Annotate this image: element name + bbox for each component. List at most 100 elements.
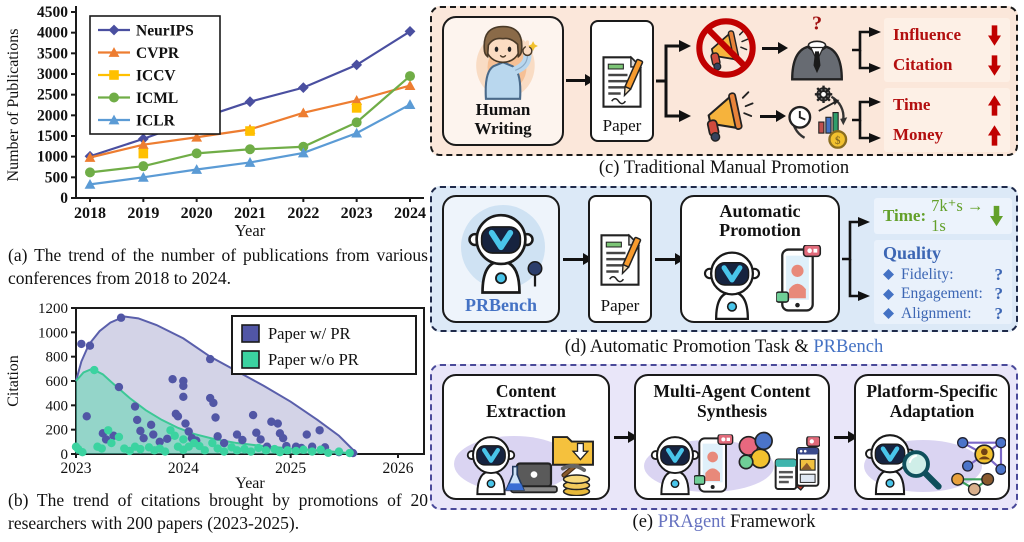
prbench-box: PRBench	[442, 195, 560, 323]
quality-value: ?	[994, 264, 1004, 284]
outcome-label: Money	[893, 125, 944, 144]
svg-text:2023: 2023	[61, 460, 92, 477]
caption-e-suffix: Framework	[725, 512, 816, 532]
svg-text:2500: 2500	[37, 87, 68, 104]
outcome-label: Citation	[893, 55, 953, 74]
prbench-label: PRBench	[465, 295, 537, 315]
stage-platform-adaptation: Platform-Specific Adaptation	[854, 374, 1010, 500]
mining-coins-icon	[558, 464, 592, 496]
svg-text:CVPR: CVPR	[136, 45, 180, 62]
up-arrow-icon	[988, 95, 1001, 116]
svg-text:2019: 2019	[127, 205, 159, 222]
diamond-bullet-icon	[883, 308, 894, 320]
outcome-row: Money	[884, 125, 1010, 146]
svg-text:400: 400	[46, 398, 69, 414]
svg-text:800: 800	[46, 350, 69, 366]
arrow-human-to-paper	[566, 73, 595, 86]
megaphone-icon	[698, 88, 754, 144]
svg-text:Number of Publications: Number of Publications	[5, 29, 22, 182]
down-arrow-icon	[988, 55, 1001, 76]
diamond-bullet-icon	[883, 288, 894, 300]
quality-value: ?	[994, 303, 1004, 323]
caption-c: (c) Traditional Manual Promotion	[598, 158, 850, 178]
quality-box: Quality Fidelity: ? Engagement: ? Alignm…	[874, 240, 1012, 324]
arrow-stage1-to-stage2	[614, 430, 638, 443]
svg-text:1500: 1500	[37, 128, 68, 145]
caption-a: (a) The trend of the number of publicati…	[8, 245, 428, 289]
arrow-stage2-to-stage3	[834, 430, 858, 443]
split-connector-outcomes-1	[852, 27, 881, 73]
svg-text:3500: 3500	[37, 45, 68, 62]
up-arrow-icon	[988, 125, 1001, 146]
split-connector-results	[842, 217, 870, 301]
svg-text:0: 0	[60, 190, 68, 207]
phone-content-icon	[694, 434, 734, 496]
panel-traditional-manual-promotion: Human Writing Paper Influence Citation	[430, 6, 1018, 156]
svg-text:2026: 2026	[383, 460, 414, 477]
svg-text:ICML: ICML	[136, 90, 178, 107]
down-arrow-icon	[988, 25, 1001, 46]
svg-text:NeurIPS: NeurIPS	[136, 23, 194, 40]
paper-label-c: Paper	[602, 116, 642, 135]
human-writer-icon	[463, 20, 543, 101]
svg-text:2018: 2018	[74, 205, 106, 222]
time-value: 7k⁺s → 1s	[931, 196, 984, 235]
caption-d-link: PRBench	[813, 337, 884, 357]
svg-text:Citation: Citation	[5, 355, 22, 407]
caption-d-text: (d) Automatic Promotion Task &	[564, 337, 814, 357]
automatic-promotion-box: Automatic Promotion	[680, 195, 840, 323]
magnifier-icon	[900, 448, 942, 490]
caption-e: (e) PRAgent Framework	[430, 512, 1018, 533]
quality-row: Fidelity: ?	[883, 265, 1003, 285]
panel-pragent-framework: Content Extraction Multi-Agent Content S…	[430, 364, 1018, 510]
svg-text:1000: 1000	[38, 325, 68, 341]
svg-text:200: 200	[46, 423, 69, 439]
arrow-paper-to-promotion	[655, 252, 685, 265]
split-connector-paper	[656, 40, 691, 122]
publications-line-chart: 0 500 1000 1500 2000 2500 3000 3500 4000 4500 2018…	[5, 4, 426, 240]
no-promotion-icon	[694, 16, 758, 80]
outcome-group-cost: Time Money	[884, 88, 1010, 152]
paper-label-d: Paper	[600, 296, 640, 315]
quality-label: Alignment:	[901, 304, 972, 322]
svg-text:2000: 2000	[37, 107, 68, 124]
stage-multi-agent-synthesis: Multi-Agent Content Synthesis	[634, 374, 830, 500]
outcome-row: Influence	[884, 25, 1010, 46]
svg-text:2020: 2020	[181, 205, 213, 222]
outcome-row: Time	[884, 95, 1010, 116]
svg-text:2024: 2024	[168, 460, 199, 477]
human-writing-box: Human Writing	[442, 16, 564, 146]
flask-icon	[504, 464, 526, 494]
stage-title: Platform-Specific Adaptation	[866, 381, 998, 421]
outcome-row: Citation	[884, 55, 1010, 76]
stage-content-extraction: Content Extraction	[442, 374, 610, 500]
caption-e-prefix: (e)	[632, 512, 658, 532]
svg-text:ICCV: ICCV	[136, 68, 176, 85]
automatic-promotion-label: Automatic Promotion	[719, 201, 801, 241]
caption-b: (b) The trend of citations brought by pr…	[8, 490, 428, 534]
svg-text:Year: Year	[235, 475, 265, 488]
anonymous-person-icon	[786, 14, 848, 81]
quality-label: Engagement:	[901, 285, 983, 303]
caption-d: (d) Automatic Promotion Task & PRBench	[430, 337, 1018, 358]
svg-text:500: 500	[45, 169, 69, 186]
svg-text:2025: 2025	[275, 460, 306, 477]
svg-text:1000: 1000	[37, 149, 68, 166]
folder-download-icon	[550, 428, 596, 468]
svg-text:2023: 2023	[341, 205, 373, 222]
svg-text:4500: 4500	[37, 4, 68, 21]
time-label: Time:	[883, 206, 927, 225]
social-phone-icon	[776, 245, 822, 315]
quality-label: Fidelity:	[901, 265, 954, 283]
svg-text:4000: 4000	[37, 25, 68, 42]
audience-network-icon	[946, 436, 1006, 496]
svg-text:2021: 2021	[234, 205, 266, 222]
outcome-group-influence: Influence Citation	[884, 18, 1010, 82]
paper-pen-icon	[598, 54, 646, 110]
quality-row: Engagement: ?	[883, 284, 1003, 305]
svg-text:Year: Year	[235, 221, 266, 240]
stage-title: Multi-Agent Content Synthesis	[653, 381, 811, 421]
stage-title: Content Extraction	[486, 381, 566, 421]
svg-text:ICLR: ICLR	[136, 113, 176, 130]
svg-text:600: 600	[46, 374, 69, 390]
